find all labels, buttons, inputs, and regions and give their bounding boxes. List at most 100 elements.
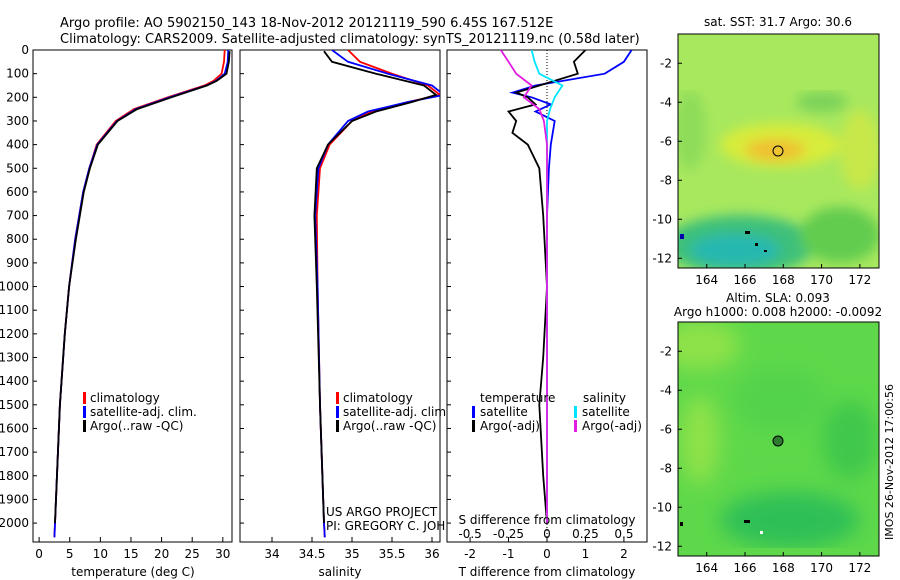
- map-lat-tick-label: -12: [652, 539, 672, 553]
- sla-high-w: [680, 395, 720, 485]
- legend-swatch-s-argo: [574, 420, 577, 432]
- sst-green-se: [800, 207, 879, 263]
- legend-label-satellite: satellite-adj. clim.: [90, 405, 197, 419]
- temperature-series-line: [54, 51, 231, 524]
- legend-label-satellite: satellite-adj. clim.: [343, 405, 450, 419]
- sst-land-speck: [764, 250, 767, 252]
- legend-label-s-argo: Argo(-adj): [582, 419, 642, 433]
- salinity-tick-label: 35: [344, 547, 359, 561]
- legend-label-t-satellite: satellite: [480, 405, 528, 419]
- map-lon-tick-label: 164: [695, 561, 718, 575]
- map-lat-tick-label: -4: [660, 383, 672, 397]
- map-lon-tick-label: 170: [810, 561, 833, 575]
- sst-map-panel: sat. SST: 31.7 Argo: 30.6 164 166 168 170 17…: [652, 15, 880, 287]
- sst-profile-marker: [772, 145, 784, 157]
- depth-tick-label: 800: [6, 232, 29, 246]
- depth-tick-label: 1900: [0, 492, 29, 506]
- sst-cool-patch: [796, 92, 848, 112]
- map-lat-tick-label: -6: [660, 134, 672, 148]
- depth-tick-label: 1800: [0, 469, 29, 483]
- legend-label-t-argo: Argo(-adj): [480, 419, 540, 433]
- header-line-1: Argo profile: AO 5902150_143 18-Nov-2012…: [60, 16, 553, 31]
- difference-series-line: [500, 50, 548, 524]
- difference-tick-label: 1: [582, 547, 590, 561]
- timestamp: IMOS 26-Nov-2012 17:00:56: [883, 384, 896, 540]
- sla-high-nw: [678, 322, 740, 370]
- temperature-tick-label: 5: [66, 547, 74, 561]
- difference-tick-labels: -2 -1 0 1 2 -0.5 -0.25 0 0.25 0.5: [447, 49, 633, 561]
- sst-warm-core: [745, 139, 805, 161]
- sst-land-speck: [745, 231, 750, 234]
- sst-field: [678, 34, 879, 268]
- map-lat-tick-label: -10: [652, 212, 672, 226]
- salinity-series-line: [313, 50, 438, 524]
- s-difference-label: S difference from climatology: [459, 513, 636, 527]
- sla-map-title: Altim. SLA: 0.093: [726, 291, 830, 305]
- temperature-panel: 0100200300400500600700800900100011001200…: [0, 43, 233, 579]
- difference-tick-label: -2: [464, 547, 476, 561]
- sla-map-subtitle: Argo h1000: 0.008 h2000: -0.0092: [674, 305, 882, 319]
- depth-tick-label: 500: [6, 161, 29, 175]
- salinity-panel: 34 34.5 35 35.5 36 salinity climatology sate…: [239, 49, 480, 579]
- depth-tick-label: 900: [6, 256, 29, 270]
- depth-tick-label: 1100: [0, 303, 29, 317]
- project-credit: US ARGO PROJECT: [326, 505, 438, 519]
- map-lon-tick-label: 172: [848, 273, 871, 287]
- difference-tick-label: 2: [620, 547, 628, 561]
- temperature-tick-label: 30: [215, 547, 230, 561]
- temperature-tick-label: 0: [35, 547, 43, 561]
- difference-panel: -2 -1 0 1 2 -0.5 -0.25 0 0.25 0.5 S difference fr…: [446, 49, 648, 579]
- difference-series: [500, 50, 633, 524]
- map-lat-tick-label: -6: [660, 422, 672, 436]
- salinity-series: [313, 50, 440, 538]
- depth-tick-label: 100: [6, 67, 29, 81]
- legend-swatch-satellite: [336, 406, 339, 418]
- temperature-legend: climatology satellite-adj. clim. Argo(..…: [83, 391, 197, 433]
- map-lon-tick-label: 168: [772, 273, 795, 287]
- salinity-xlabel: salinity: [318, 565, 361, 579]
- sst-cyan-south: [690, 234, 780, 266]
- depth-tick-label: 1700: [0, 445, 29, 459]
- map-lon-tick-label: 164: [695, 273, 718, 287]
- temperature-tick-label: 25: [185, 547, 200, 561]
- salinity-tick-label: 34.5: [299, 547, 326, 561]
- sla-land-speck: [760, 531, 763, 534]
- depth-tick-labels: 0 100 200 300 400 500 600 700 800 900 1000 1100 1200…: [0, 43, 37, 530]
- sla-profile-marker: [772, 435, 784, 447]
- depth-tick-label: 0: [21, 43, 29, 57]
- map-lon-tick-label: 172: [848, 561, 871, 575]
- map-lat-tick-label: -4: [660, 95, 672, 109]
- legend-label-argo: Argo(..raw -QC): [343, 419, 436, 433]
- map-lon-tick-label: 170: [810, 273, 833, 287]
- salinity-tick-label: 36: [424, 547, 439, 561]
- depth-tick-label: 1200: [0, 327, 29, 341]
- legend-label-argo: Argo(..raw -QC): [90, 419, 183, 433]
- salinity-axes-frame: [239, 49, 441, 543]
- salinity-legend: climatology satellite-adj. clim. Argo(..…: [336, 391, 450, 433]
- s-difference-tick-label: -0.5: [458, 527, 481, 541]
- pi-credit: PI: GREGORY C. JOHNSON: [326, 519, 480, 533]
- salinity-tick-label: 34: [264, 547, 279, 561]
- depth-tick-label: 1600: [0, 421, 29, 435]
- s-difference-tick-label: 0: [543, 527, 551, 541]
- legend-swatch-satellite: [83, 406, 86, 418]
- legend-swatch-s-satellite: [574, 406, 577, 418]
- difference-tick-label: 0: [543, 547, 551, 561]
- depth-tick-label: 300: [6, 114, 29, 128]
- sla-map-tick-labels: 164 166 168 170 172 -2 -4 -6 -8 -10 -12: [652, 344, 871, 575]
- salinity-tick-labels: 34 34.5 35 35.5 36: [240, 49, 440, 561]
- depth-tick-label: 1500: [0, 398, 29, 412]
- depth-tick-label: 700: [6, 209, 29, 223]
- legend-swatch-climatology: [83, 392, 86, 404]
- legend-swatch-t-satellite: [472, 406, 475, 418]
- map-lat-tick-label: -8: [660, 173, 672, 187]
- sst-cool-west: [678, 90, 706, 170]
- legend-swatch-climatology: [336, 392, 339, 404]
- depth-tick-label: 1400: [0, 374, 29, 388]
- header-line-2: Climatology: CARS2009. Satellite-adjuste…: [60, 32, 640, 47]
- legend-label-s-satellite: satellite: [582, 405, 630, 419]
- difference-series-line: [506, 50, 587, 524]
- legend-swatch-t-argo: [472, 420, 475, 432]
- map-lon-tick-label: 166: [734, 561, 757, 575]
